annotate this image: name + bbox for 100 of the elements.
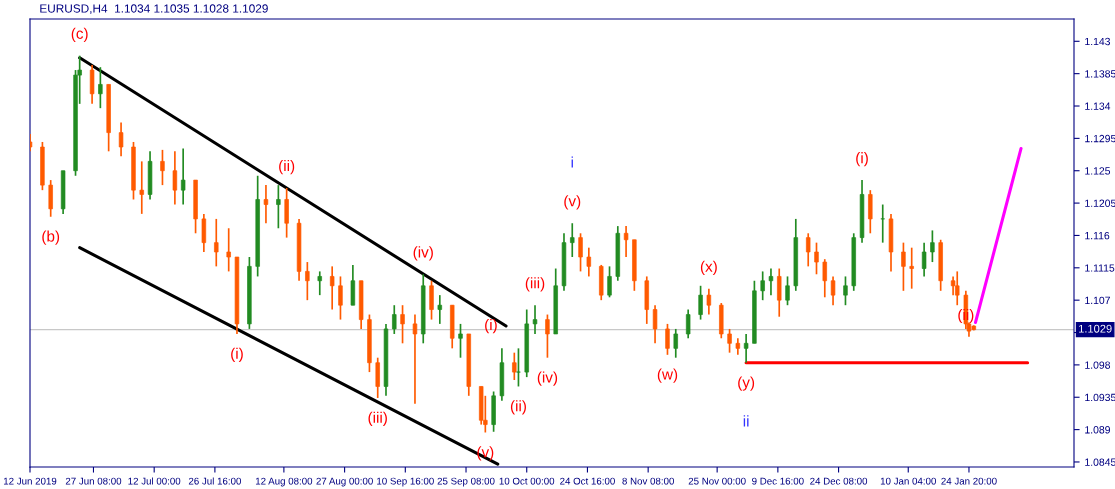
x-tick-label: 26 Jul 16:00 — [188, 477, 241, 485]
annotation: ii — [743, 415, 749, 427]
candlestick — [901, 241, 906, 292]
candlestick — [706, 287, 712, 316]
candlestick — [532, 304, 538, 335]
x-tick-label: 10 Oct 00:00 — [499, 477, 555, 485]
candlestick — [226, 227, 231, 273]
candlestick — [607, 265, 612, 299]
annotation: (iv) — [413, 246, 433, 261]
candlestick — [437, 294, 443, 325]
x-tick-label: 10 Jan 04:00 — [880, 477, 936, 485]
y-tick-label: 1.089 — [1085, 426, 1110, 434]
candlestick — [201, 213, 207, 253]
annotation: (y) — [738, 376, 755, 391]
annotation: (b) — [42, 230, 60, 245]
annotation: (iii) — [368, 411, 387, 426]
y-tick-label: 1.1385 — [1085, 70, 1115, 78]
candlestick — [570, 222, 575, 258]
candlestick — [317, 270, 322, 296]
candlestick — [909, 246, 914, 290]
x-tick-label: 25 Sep 08:00 — [437, 477, 495, 487]
annotation: (w) — [657, 368, 678, 383]
candlestick — [429, 279, 434, 321]
y-tick-label: 1.0845 — [1085, 458, 1115, 466]
candlestick — [512, 351, 517, 381]
candlestick — [458, 323, 463, 359]
candlestick — [180, 147, 186, 206]
candlestick — [930, 229, 935, 263]
candlestick — [329, 265, 335, 311]
candlestick — [89, 64, 95, 105]
candlestick — [743, 333, 749, 364]
x-tick-label: 12 Jul 00:00 — [128, 477, 181, 485]
candlestick — [263, 184, 269, 225]
candlestick — [375, 356, 380, 399]
candlestick — [955, 270, 960, 307]
x-tick-label: 8 Nov 08:00 — [622, 477, 674, 485]
y-tick-label: 1.143 — [1085, 37, 1111, 46]
candlestick — [139, 160, 144, 215]
annotation: (iv) — [537, 371, 558, 386]
annotation: (x) — [700, 260, 717, 275]
y-tick-label: 1.098 — [1085, 361, 1111, 369]
y-tick-label: 1.0935 — [1085, 393, 1115, 402]
candlestick — [921, 241, 927, 278]
annotation: (i) — [856, 152, 868, 167]
x-tick-label: 12 Jun 2019 — [3, 477, 57, 485]
candlestick — [172, 150, 178, 206]
y-tick-label: 1.1295 — [1085, 134, 1115, 143]
candlestick — [652, 304, 658, 345]
candlestick — [586, 246, 592, 278]
y-tick-label: 1.116 — [1085, 231, 1110, 240]
annotation: (ii) — [510, 400, 526, 415]
y-tick-label: 1.1115 — [1085, 264, 1115, 272]
candlestick — [665, 323, 670, 356]
candlestick — [118, 121, 124, 158]
candlestick — [623, 225, 629, 258]
x-tick-label: 27 Aug 00:00 — [316, 477, 373, 487]
x-tick-label: 12 Aug 08:00 — [255, 477, 313, 487]
x-tick-label: 24 Oct 16:00 — [560, 477, 615, 485]
annotation: (v) — [564, 195, 581, 210]
candlestick — [98, 66, 103, 110]
candlestick — [843, 275, 848, 307]
candlestick — [785, 275, 790, 307]
x-tick-label: 10 Sep 16:00 — [377, 477, 434, 487]
y-tick-label: 1.134 — [1085, 102, 1111, 110]
candlestick — [673, 328, 678, 359]
candlestick — [760, 270, 765, 302]
x-tick-label: 24 Jan 20:00 — [941, 477, 997, 485]
candlestick — [685, 308, 691, 340]
candlestick — [276, 184, 281, 230]
annotation: i — [571, 156, 573, 168]
candlestick — [768, 267, 774, 296]
candlestick — [516, 347, 521, 388]
x-tick-label: 27 Jun 08:00 — [65, 477, 122, 485]
candlestick — [48, 179, 53, 218]
y-tick-label: 1.1205 — [1085, 199, 1115, 207]
candlestick — [880, 203, 885, 244]
candlestick — [814, 241, 819, 276]
candlestick — [392, 304, 397, 335]
annotation: (iii) — [525, 277, 545, 292]
candlestick — [822, 258, 827, 299]
candlestick — [727, 328, 732, 354]
candlestick — [305, 261, 310, 302]
chart-title: EURUSD,H4 1.1034 1.1035 1.1028 1.1029 — [40, 4, 268, 15]
candlestick — [338, 275, 343, 321]
ref-line-label: 1.1029 — [1079, 324, 1112, 333]
candlestick — [806, 232, 811, 268]
annotation: (c) — [71, 27, 88, 42]
candlestick — [698, 284, 703, 321]
candlestick — [214, 218, 219, 268]
candlestick — [545, 313, 550, 359]
candlestick — [412, 313, 418, 405]
candlestick — [830, 275, 836, 307]
x-tick-label: 25 Nov 00:00 — [688, 477, 746, 485]
candlestick — [284, 187, 289, 239]
x-tick-label: 24 Dec 08:00 — [810, 477, 868, 485]
x-tick-label: 9 Dec 16:00 — [752, 477, 804, 485]
annotation: (i) — [485, 318, 497, 334]
annotation: (ii) — [279, 160, 295, 175]
candlestick — [400, 304, 405, 345]
candlestick — [578, 232, 583, 273]
